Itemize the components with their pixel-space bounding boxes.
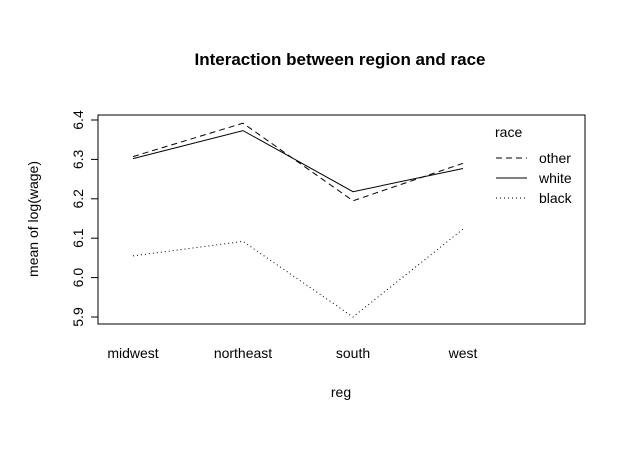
x-tick-label: midwest [107,345,158,361]
y-tick-label: 6.1 [70,228,86,248]
y-tick-label: 6.2 [70,189,86,209]
series-line-other [132,122,464,202]
plot-frame [97,114,586,325]
x-tick-label: west [448,345,478,361]
x-axis-label: reg [331,384,351,400]
x-tick-label: south [336,345,370,361]
y-axis: 5.9 6.0 6.1 6.2 6.3 6.4 [70,110,99,327]
legend-title: race [495,124,522,140]
x-tick-label: northeast [214,345,272,361]
y-tick-label: 6.0 [70,268,86,288]
legend: race other white black [495,124,573,206]
series-line-black [132,228,464,318]
chart-title: Interaction between region and race [195,50,486,69]
legend-label-other: other [539,150,571,166]
series-line-white [132,130,464,193]
series-layer [132,122,464,318]
y-tick-label: 6.3 [70,149,86,169]
legend-label-white: white [538,170,572,186]
y-tick-label: 5.9 [70,307,86,327]
y-axis-label: mean of log(wage) [25,161,41,277]
x-axis: midwest northeast south west [107,345,477,361]
legend-label-black: black [539,190,573,206]
y-tick-label: 6.4 [70,110,86,130]
